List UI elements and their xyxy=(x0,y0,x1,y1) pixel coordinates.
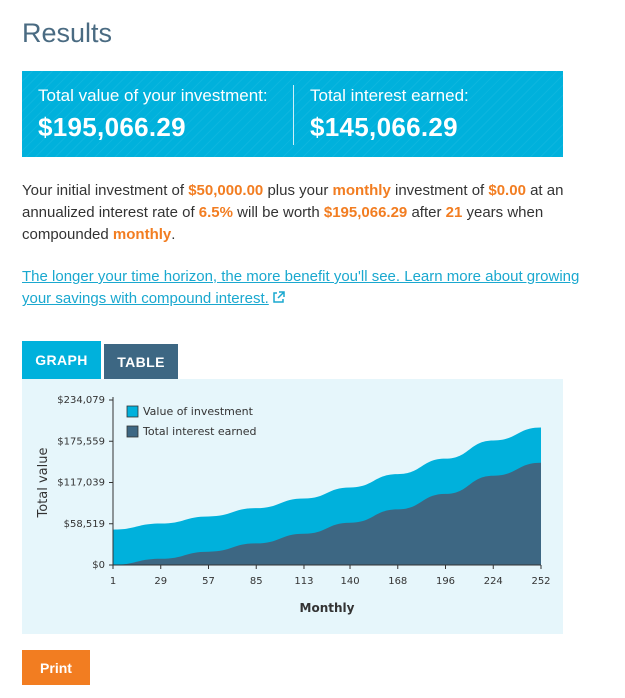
summary-divider xyxy=(293,85,294,145)
desc-text: investment of xyxy=(390,182,489,199)
x-tick-label: 224 xyxy=(484,576,503,587)
growth-chart: $0 $58,519 $117,039 $175,559 $234,079 1 29 57 85… xyxy=(22,379,563,634)
x-tick-label: 168 xyxy=(388,576,407,587)
desc-text: Your initial investment of xyxy=(22,182,189,199)
y-tick-label: $234,079 xyxy=(57,395,105,406)
desc-frequency: monthly xyxy=(332,182,391,199)
x-tick-label: 140 xyxy=(340,576,359,587)
print-button[interactable]: Print xyxy=(22,650,90,685)
x-tick-label: 113 xyxy=(294,576,313,587)
desc-years: 21 xyxy=(445,204,463,221)
x-tick-label: 29 xyxy=(154,576,167,587)
desc-initial-investment: $50,000.00 xyxy=(188,182,264,199)
y-tick-label: $117,039 xyxy=(57,478,105,489)
desc-text: at an annualized interest rate of xyxy=(22,182,564,221)
legend-swatch xyxy=(126,425,139,438)
series-area-total-interest-earned xyxy=(113,462,541,565)
external-link-icon xyxy=(272,289,285,311)
desc-text: after xyxy=(407,204,446,221)
total-interest-label: Total interest earned: xyxy=(310,86,469,105)
legend-swatch xyxy=(126,405,139,418)
desc-text: years when compounded xyxy=(22,204,544,243)
x-tick-label: 1 xyxy=(110,576,116,587)
desc-text: plus your xyxy=(263,182,333,199)
desc-compounding: monthly xyxy=(112,226,172,243)
tab-graph[interactable]: GRAPH xyxy=(22,341,101,379)
x-tick-label: 57 xyxy=(202,576,215,587)
learn-more-link[interactable]: The longer your time horizon, the more b… xyxy=(22,266,582,311)
desc-text: . xyxy=(171,226,176,243)
x-tick-label: 196 xyxy=(436,576,455,587)
total-value-amount: $195,066.29 xyxy=(38,112,186,142)
chart-svg: $0 $58,519 $117,039 $175,559 $234,079 1 29 57 85… xyxy=(36,395,551,615)
total-value-block: Total value of your investment: $195,066… xyxy=(38,86,268,143)
y-tick-label: $0 xyxy=(92,560,105,571)
desc-text: will be worth xyxy=(232,204,324,221)
x-tick-label: 85 xyxy=(250,576,263,587)
results-description: Your initial investment of $50,000.00 pl… xyxy=(22,180,582,246)
y-tick-label: $175,559 xyxy=(57,436,105,447)
total-value-label: Total value of your investment: xyxy=(38,86,268,105)
desc-final-worth: $195,066.29 xyxy=(323,204,408,221)
legend-label: Value of investment xyxy=(143,405,254,418)
results-summary-banner: Total value of your investment: $195,066… xyxy=(22,71,563,157)
x-axis-label: Monthly xyxy=(300,601,355,615)
y-axis-label: Total value xyxy=(36,447,51,518)
total-interest-amount: $145,066.29 xyxy=(310,112,458,142)
legend-label: Total interest earned xyxy=(142,425,256,438)
desc-monthly-amount: $0.00 xyxy=(488,182,526,199)
y-tick-label: $58,519 xyxy=(64,519,105,530)
page-title: Results xyxy=(22,18,113,48)
tab-table[interactable]: TABLE xyxy=(104,344,178,379)
x-tick-label: 252 xyxy=(531,576,550,587)
total-interest-block: Total interest earned: $145,066.29 xyxy=(310,86,469,143)
desc-interest-rate: 6.5% xyxy=(198,204,233,221)
learn-more-text: The longer your time horizon, the more b… xyxy=(22,268,580,307)
